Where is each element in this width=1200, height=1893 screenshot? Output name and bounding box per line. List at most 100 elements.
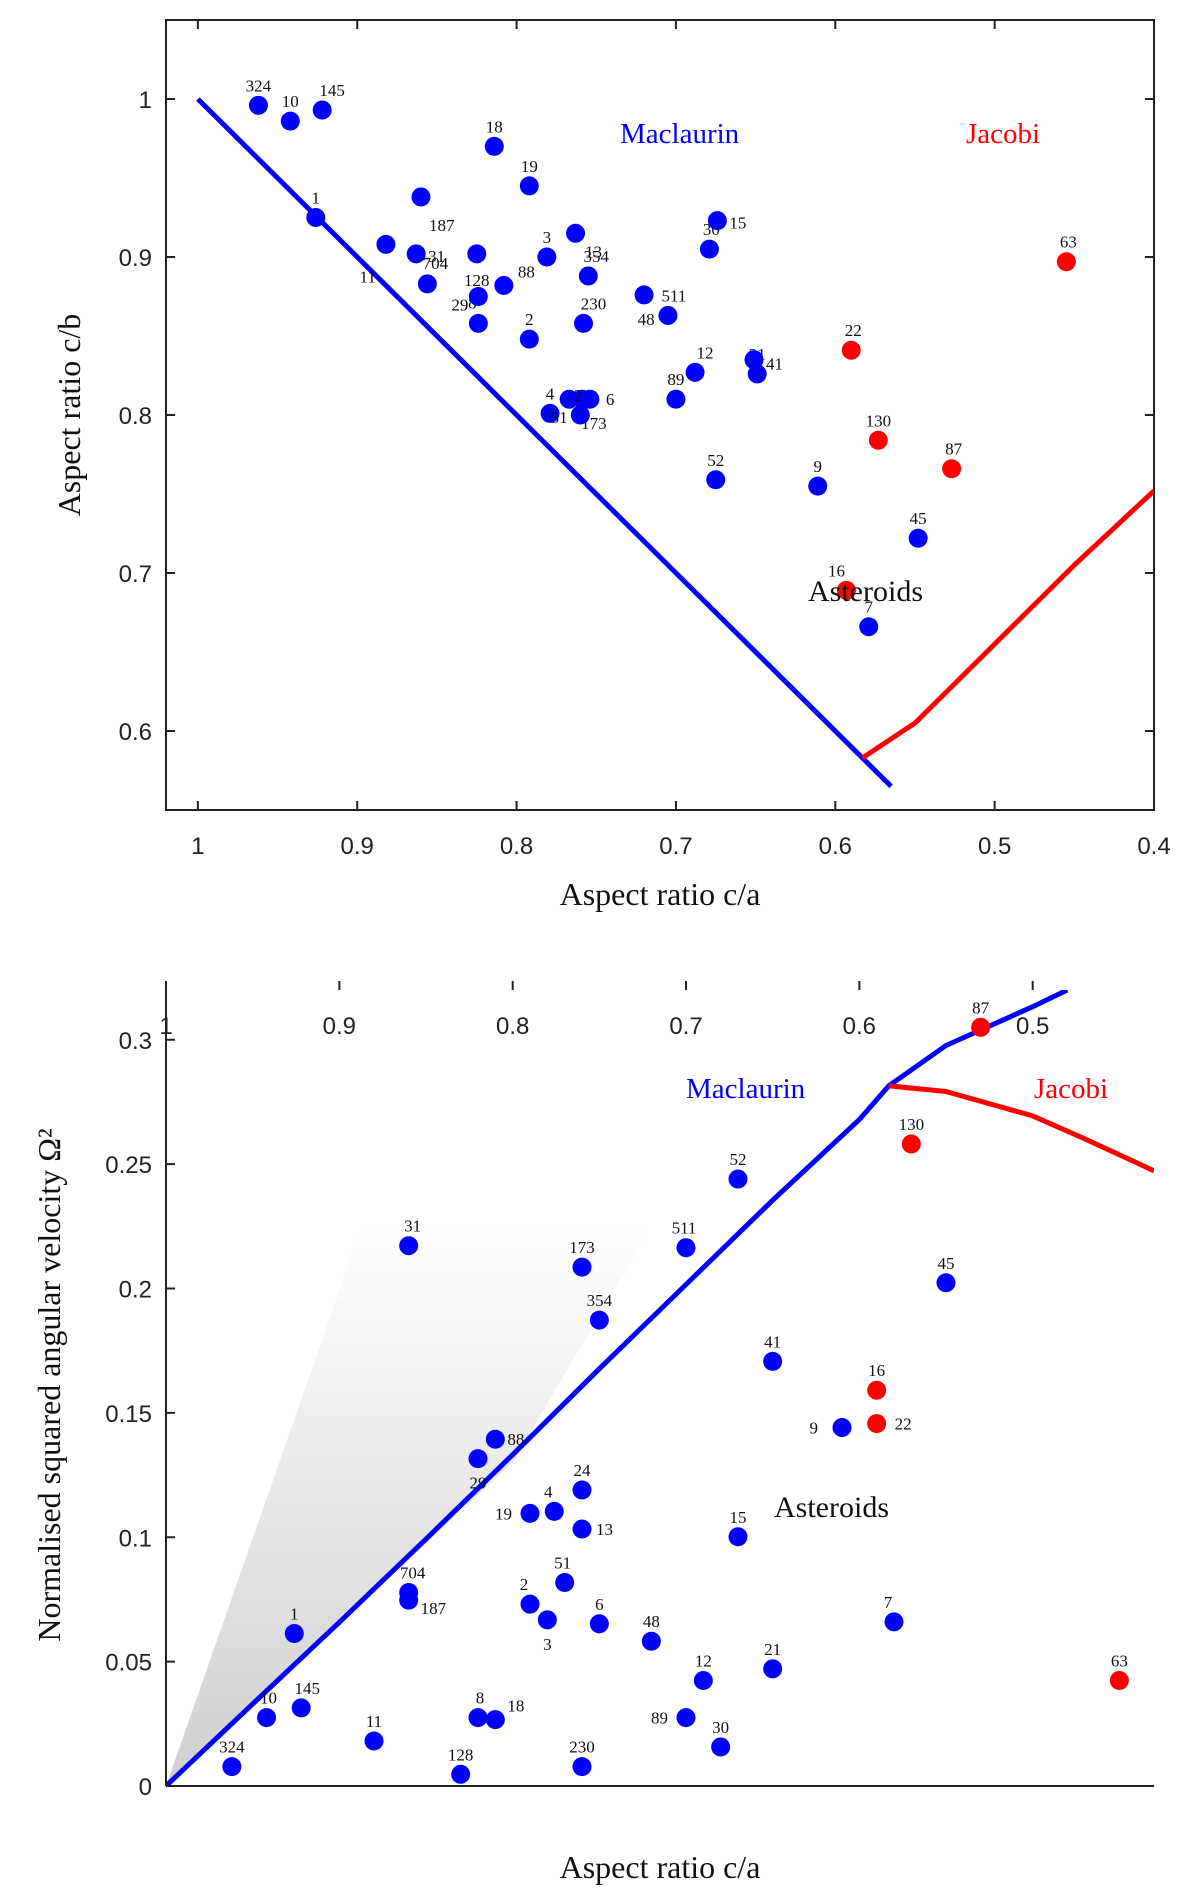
top-jacobi-label: Jacobi [966,118,1040,150]
jacobi-curve [861,488,1154,760]
point-label-2: 2 [520,1575,529,1594]
blue-point-12 [693,1671,713,1691]
point-label-63: 63 [1060,233,1077,252]
y-tick-label: 1 [139,87,152,114]
point-label-22: 22 [845,321,862,340]
point-label-2: 2 [525,310,534,329]
blue-point-173 [572,1257,592,1277]
point-label-354: 354 [584,247,610,266]
point-label-13: 13 [596,1520,613,1539]
point-label-89: 89 [667,370,684,389]
point-label-7: 7 [884,1593,893,1612]
point-label-230: 230 [581,294,607,313]
point-label-51: 51 [551,408,568,427]
blue-point-12 [685,362,705,382]
blue-point-41 [763,1351,783,1371]
blue-point-3 [537,1610,557,1630]
blue-point-10 [280,111,300,131]
blue-point-145 [291,1698,311,1718]
point-label-88: 88 [507,1430,524,1449]
blue-point-230 [572,1757,592,1777]
point-label-29: 29 [470,1474,487,1493]
blue-point-1 [306,208,326,227]
point-label-3: 3 [543,228,552,247]
blue-point-41 [744,350,764,370]
point-label-1: 1 [312,189,321,208]
y-tick-label: 0.3 [119,1028,152,1055]
blue-point-128 [451,1764,471,1784]
bottom-xlabel: Aspect ratio c/a [560,1849,761,1885]
point-label-29: 29 [451,296,468,315]
point-label-87: 87 [945,440,963,459]
blue-point-324 [248,95,268,115]
blue-point-30 [711,1737,731,1757]
point-label-324: 324 [219,1738,245,1757]
top-ylabel: Aspect ratio c/b [51,314,87,517]
point-label-173: 173 [569,1238,595,1257]
point-label-7: 7 [865,598,874,617]
blue-point-30 [699,239,719,259]
blue-point-187 [399,1590,419,1610]
blue-point-18 [485,1710,505,1730]
point-label-6: 6 [595,1595,604,1614]
red-point-130 [901,1134,921,1154]
y-tick-label: 0.25 [105,1152,152,1179]
blue-point-89 [676,1708,696,1728]
red-point-22 [867,1414,887,1434]
bottom-maclaurin-label: Maclaurin [686,1073,806,1105]
x-tick-label: 0.4 [1137,833,1170,860]
point-label-15: 15 [729,214,746,233]
blue-point-8 [468,1708,488,1728]
point-label-3: 3 [543,1635,552,1654]
blue-point-145 [312,100,332,120]
blue-point-89 [666,389,686,409]
blue-point-230 [574,313,594,333]
red-point-87 [971,1017,991,1037]
blue-point-15 [728,1527,748,1547]
x-tick-label: 0.5 [1016,1013,1049,1040]
x-tick-label: 0.9 [323,1013,356,1040]
blue-point-7 [884,1612,904,1632]
x-tick-label: 0.8 [496,1013,529,1040]
blue-point-704 [417,274,437,294]
point-label-10: 10 [282,92,299,111]
point-label-52: 52 [707,451,724,470]
blue-point-24 [572,1480,592,1500]
point-label-4: 4 [546,384,555,403]
x-tick-label: 0.7 [669,1013,702,1040]
blue-point-48 [641,1631,661,1651]
blue-point-354 [578,266,598,286]
blue-point-6 [589,1614,609,1634]
top-maclaurin-label: Maclaurin [620,118,740,150]
point-label-230: 230 [569,1738,595,1757]
blue-point-51 [555,1573,575,1593]
blue-point-8 [468,313,488,333]
point-label-511: 511 [662,286,687,305]
blue-point-21 [747,364,767,384]
blue-point-13 [566,223,586,243]
blue-point-9 [832,1418,852,1438]
blue-point-7 [859,617,879,637]
point-label-130: 130 [866,411,892,430]
blue-point-18 [484,136,504,156]
top-points: 1103241451118731704829128881819234511732… [246,76,1077,637]
blue-point-21 [763,1659,783,1679]
blue-point-52 [706,470,726,490]
point-label-87: 87 [972,998,990,1017]
point-label-12: 12 [697,343,714,362]
top-curves [196,97,1154,789]
blue-point-29 [468,1449,488,1469]
blue-point-31 [399,1236,419,1256]
y-tick-label: 0.05 [105,1650,152,1677]
point-label-187: 187 [421,1599,447,1618]
red-point-63 [1056,252,1076,272]
y-tick-label: 0.2 [119,1277,152,1304]
maclaurin-curve [196,97,893,789]
blue-point-11 [364,1731,384,1751]
point-label-9: 9 [814,457,823,476]
blue-point-24 [570,405,590,425]
blue-point-31 [406,244,426,264]
x-tick-label: 0.7 [659,833,692,860]
